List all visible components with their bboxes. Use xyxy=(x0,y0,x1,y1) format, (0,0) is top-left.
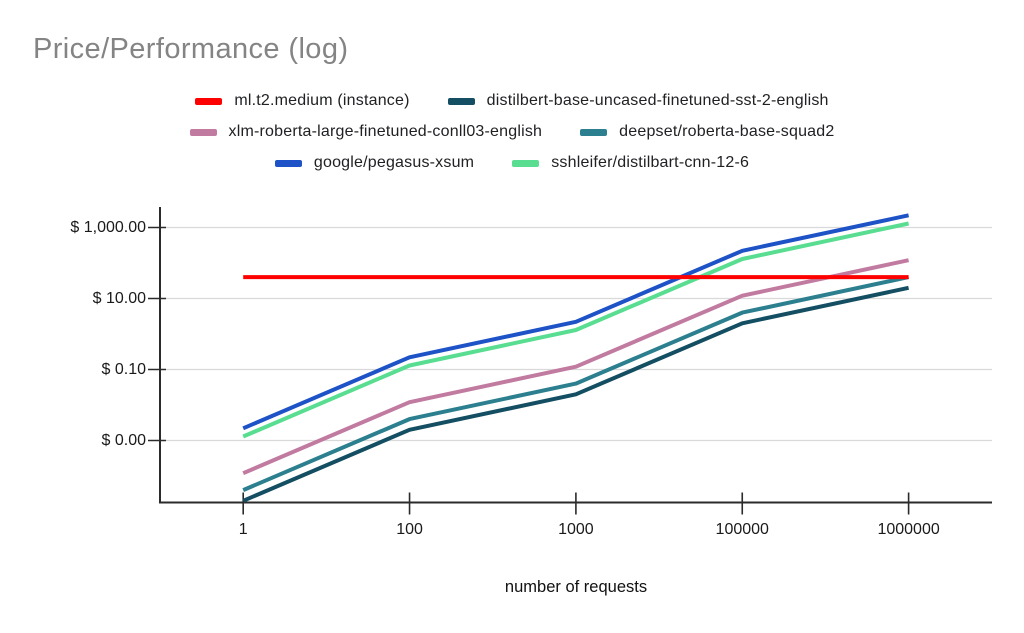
legend-item: deepset/roberta-base-squad2 xyxy=(580,123,834,141)
y-tick-label: $ 0.10 xyxy=(101,360,146,378)
legend-swatch-icon xyxy=(447,97,475,105)
legend-swatch-icon xyxy=(195,97,223,105)
legend-item: google/pegasus-xsum xyxy=(274,154,475,172)
x-tick-label: 100 xyxy=(396,521,423,538)
y-tick-label: $ 0.00 xyxy=(101,431,146,449)
legend-swatch-icon xyxy=(512,159,540,167)
legend-swatch-icon xyxy=(580,128,608,136)
legend-label: ml.t2.medium (instance) xyxy=(234,92,410,109)
series-line xyxy=(242,258,910,476)
legend-row: ml.t2.medium (instance) distilbert-base-u… xyxy=(195,92,828,110)
y-tick-label: $ 10.00 xyxy=(92,289,146,307)
legend-label: google/pegasus-xsum xyxy=(313,154,475,171)
legend-label: distilbert-base-uncased-finetuned-sst-2-… xyxy=(486,92,829,109)
legend: ml.t2.medium (instance) distilbert-base-u… xyxy=(0,92,1024,172)
chart-title: Price/Performance (log) xyxy=(33,33,349,65)
series-line xyxy=(242,275,910,492)
legend-item: xlm-roberta-large-finetuned-conll03-engl… xyxy=(189,123,543,141)
legend-item: distilbert-base-uncased-finetuned-sst-2-… xyxy=(447,92,829,110)
x-tick-label: 100000 xyxy=(715,521,769,538)
legend-item: sshleifer/distilbart-cnn-12-6 xyxy=(512,154,749,172)
legend-row: xlm-roberta-large-finetuned-conll03-engl… xyxy=(189,123,835,141)
legend-label: xlm-roberta-large-finetuned-conll03-engl… xyxy=(228,123,543,140)
series-line xyxy=(242,221,910,439)
x-tick-label: 1 xyxy=(238,521,248,538)
x-axis-title: number of requests xyxy=(504,578,648,596)
legend-swatch-icon xyxy=(274,159,302,167)
legend-row: google/pegasus-xsum sshleifer/distilbart-… xyxy=(274,154,749,172)
series-line xyxy=(242,213,910,431)
x-tick-label: 1000 xyxy=(558,521,594,538)
series-line xyxy=(242,285,910,503)
x-tick-label: 1000000 xyxy=(877,521,940,538)
legend-label: deepset/roberta-base-squad2 xyxy=(619,123,835,140)
legend-label: sshleifer/distilbart-cnn-12-6 xyxy=(551,154,750,171)
legend-item: ml.t2.medium (instance) xyxy=(195,92,409,110)
y-tick-label: $ 1,000.00 xyxy=(70,218,146,236)
legend-swatch-icon xyxy=(189,128,217,136)
